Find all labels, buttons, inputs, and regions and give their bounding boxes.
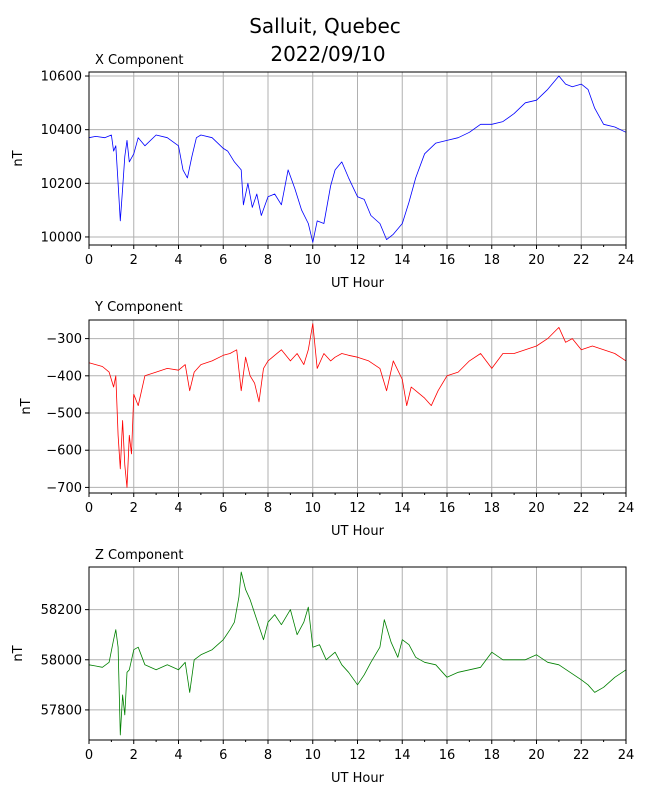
x-tick-label: 10 [304,501,321,516]
y-tick-label: −500 [46,407,82,422]
x-tick-label: 24 [618,748,635,763]
x-tick-label: 22 [573,748,590,763]
y-tick-label: −700 [46,481,82,496]
panel-title: X Component [95,53,184,68]
y-tick-label: 58200 [41,603,82,618]
y-tick-label: −400 [46,369,82,384]
y-axis-label: nT [11,150,26,166]
x-tick-label: 12 [349,253,366,268]
y-tick-label: 10200 [41,177,82,192]
y-axis-label: nT [11,645,26,661]
x-tick-label: 20 [528,501,545,516]
x-tick-label: 12 [349,501,366,516]
x-tick-label: 16 [439,748,456,763]
x-tick-label: 24 [618,253,635,268]
x-tick-label: 22 [573,253,590,268]
x-tick-label: 4 [174,501,182,516]
y-tick-label: −300 [46,332,82,347]
x-tick-label: 8 [264,501,272,516]
x-tick-label: 20 [528,748,545,763]
x-tick-label: 6 [219,501,227,516]
y-tick-label: −600 [46,444,82,459]
series-line [88,571,627,736]
x-axis-label: UT Hour [331,771,385,786]
x-tick-label: 22 [573,501,590,516]
x-tick-label: 0 [85,253,93,268]
x-tick-label: 20 [528,253,545,268]
x-axis-label: UT Hour [331,276,385,291]
x-tick-label: 16 [439,501,456,516]
x-tick-label: 6 [219,253,227,268]
y-tick-label: 10600 [41,70,82,85]
series-line [88,75,627,243]
y-tick-label: 10400 [41,123,82,138]
series-line [88,323,627,488]
x-tick-label: 24 [618,501,635,516]
x-tick-label: 0 [85,501,93,516]
chart-panel-1: 0 2 4 6 8 10 12 14 16 18 20 22 241000010200104001060… [11,53,634,291]
x-tick-label: 4 [174,253,182,268]
x-tick-label: 2 [130,748,138,763]
panel-title: Z Component [95,548,184,563]
figure-title-line2: 2022/09/10 [270,42,385,66]
x-tick-label: 10 [304,253,321,268]
x-tick-label: 14 [394,748,411,763]
y-tick-label: 57800 [41,703,82,718]
y-tick-label: 10000 [41,230,82,245]
x-tick-label: 10 [304,748,321,763]
x-tick-label: 16 [439,253,456,268]
y-axis-label: nT [19,398,34,414]
x-tick-label: 4 [174,748,182,763]
x-tick-label: 2 [130,501,138,516]
x-axis-label: UT Hour [331,524,385,539]
figure-title-line1: Salluit, Quebec [249,14,401,38]
chart-panel-2: 0 2 4 6 8 10 12 14 16 18 20 22 24−700−600−500−400−30… [19,300,634,539]
x-tick-label: 18 [483,501,500,516]
x-tick-label: 14 [394,501,411,516]
x-tick-label: 12 [349,748,366,763]
x-tick-label: 8 [264,748,272,763]
panel-title: Y Component [94,300,183,315]
x-tick-label: 2 [130,253,138,268]
x-tick-label: 0 [85,748,93,763]
x-tick-label: 8 [264,253,272,268]
x-tick-label: 6 [219,748,227,763]
y-tick-label: 58000 [41,653,82,668]
x-tick-label: 14 [394,253,411,268]
x-tick-label: 18 [483,748,500,763]
x-tick-label: 18 [483,253,500,268]
